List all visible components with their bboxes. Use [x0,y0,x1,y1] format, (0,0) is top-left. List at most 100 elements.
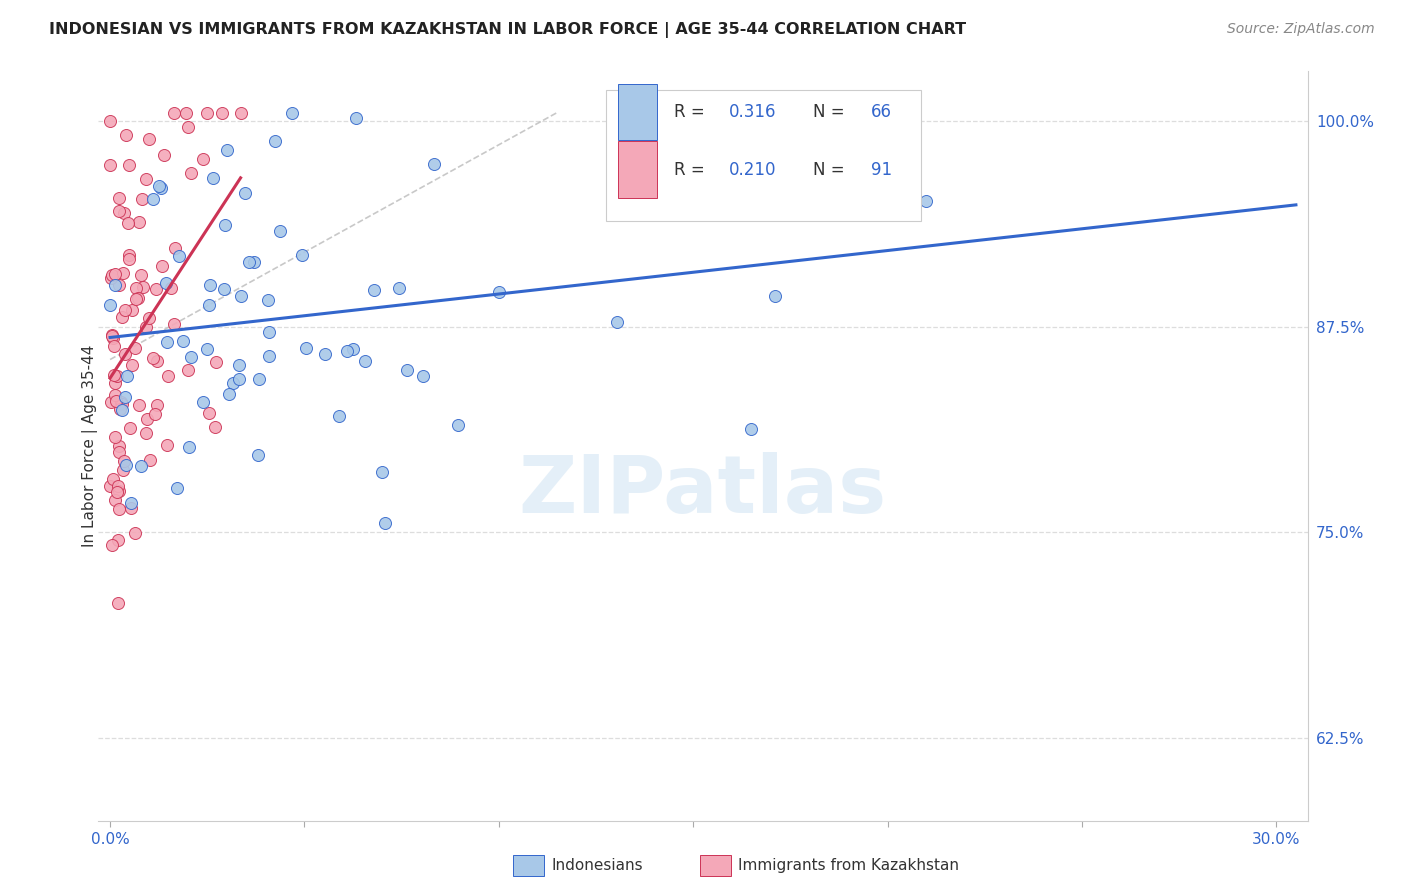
Point [111,397,134,411]
Point [142,192,165,206]
Point [104,388,127,402]
Point [112,463,135,477]
Point [104,277,127,292]
Point [98,114,121,128]
Point [142,351,165,365]
Point [281,105,304,120]
Point [195,105,218,120]
Point [125,281,148,295]
Point [211,105,233,120]
Text: N =: N = [813,103,849,120]
Point [129,458,152,473]
Point [105,485,128,500]
Point [100,298,122,312]
FancyBboxPatch shape [606,90,921,221]
Point [243,255,266,269]
FancyBboxPatch shape [619,84,657,140]
Point [247,372,270,386]
Point [229,105,252,120]
Point [100,271,122,285]
Point [107,533,129,547]
Point [371,465,394,479]
Point [613,105,636,120]
Point [177,363,200,377]
Text: Source: ZipAtlas.com: Source: ZipAtlas.com [1227,22,1375,37]
Point [131,192,153,206]
Point [671,199,693,213]
Point [139,453,162,467]
Point [135,425,157,440]
Point [138,132,160,146]
Point [344,112,367,126]
Point [197,342,219,356]
Point [104,376,127,390]
Point [177,440,200,454]
Point [103,331,125,345]
Point [132,280,155,294]
Point [257,325,280,339]
Point [198,298,221,312]
Point [117,216,139,230]
Point [107,479,129,493]
Point [145,354,167,368]
Point [295,341,318,355]
Point [198,278,221,293]
Point [110,394,132,409]
Point [107,483,129,498]
Point [103,368,125,382]
Point [148,179,170,194]
Point [107,191,129,205]
Point [257,349,280,363]
Point [100,158,122,172]
Point [374,516,396,530]
Point [335,343,357,358]
Point [101,538,124,552]
Point [101,329,124,343]
Point [606,315,628,329]
Point [112,454,135,468]
Point [108,444,131,458]
Point [228,358,250,372]
Point [101,268,124,282]
Point [222,376,245,391]
Point [124,341,146,355]
Point [612,202,634,217]
Point [423,157,446,171]
Point [214,218,236,232]
Point [238,255,260,269]
Point [231,289,253,303]
Point [412,369,434,384]
Text: 0.316: 0.316 [728,103,776,120]
Point [127,291,149,305]
Point [104,430,127,444]
Point [129,268,152,282]
Point [180,351,202,365]
Point [217,143,239,157]
Point [177,120,200,134]
Point [447,418,470,433]
Text: ZIPatlas: ZIPatlas [519,452,887,530]
Point [740,421,762,435]
Point [118,252,141,267]
Point [112,206,135,220]
Point [98,479,121,493]
Point [111,266,134,280]
Point [115,128,138,142]
Point [103,338,125,352]
Point [291,248,314,262]
Point [167,249,190,263]
Point [104,493,127,508]
Text: 91: 91 [872,161,893,178]
Point [104,267,127,281]
Text: R =: R = [673,161,710,178]
Point [101,328,124,343]
Point [105,394,128,409]
Point [191,152,214,166]
Point [172,334,194,348]
Point [205,355,228,369]
Point [228,372,250,386]
Point [765,289,787,303]
Point [114,303,136,318]
Point [105,368,128,383]
Point [128,398,150,412]
